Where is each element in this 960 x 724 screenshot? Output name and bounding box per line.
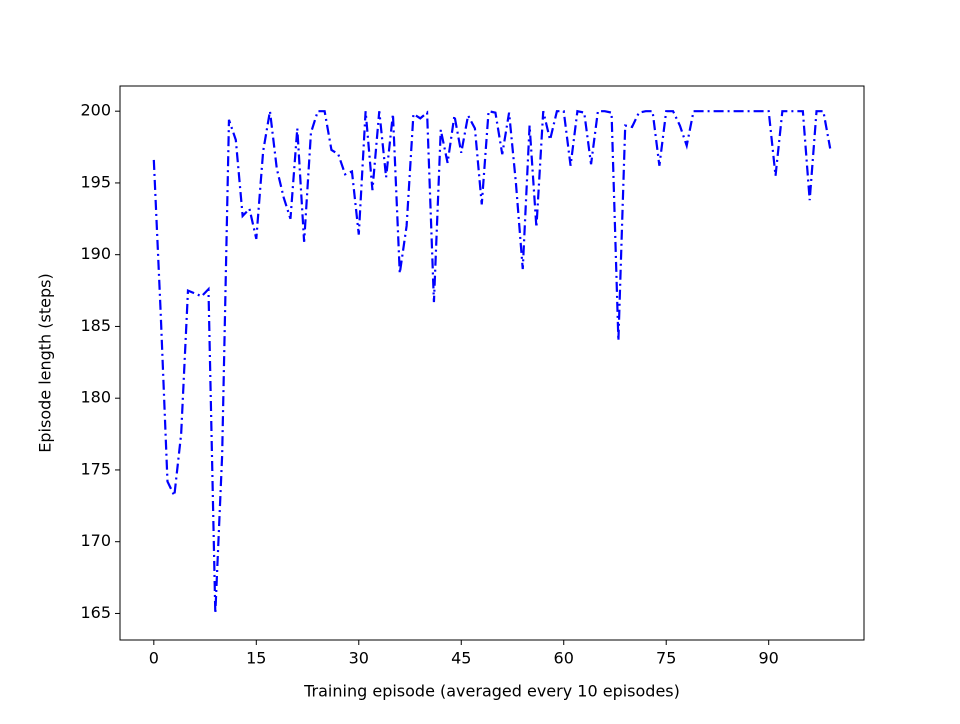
x-tick-label: 75 (656, 649, 676, 668)
y-tick-label: 175 (80, 459, 111, 478)
y-tick-label: 165 (80, 603, 111, 622)
x-tick-label: 45 (451, 649, 471, 668)
y-axis-label: Episode length (steps) (36, 273, 55, 452)
x-tick-label: 15 (246, 649, 266, 668)
y-tick-label: 180 (80, 388, 111, 407)
y-tick-label: 190 (80, 244, 111, 263)
plot-frame (119, 85, 865, 641)
y-tick-label: 170 (80, 531, 111, 550)
x-tick-label: 90 (759, 649, 779, 668)
y-tick-label: 195 (80, 172, 111, 191)
y-tick-label: 185 (80, 316, 111, 335)
x-tick-label: 30 (349, 649, 369, 668)
x-tick-label: 60 (554, 649, 574, 668)
x-axis-label: Training episode (averaged every 10 epis… (303, 682, 680, 701)
data-line (152, 109, 832, 614)
y-tick-label: 200 (80, 101, 111, 120)
x-tick-label: 0 (149, 649, 159, 668)
